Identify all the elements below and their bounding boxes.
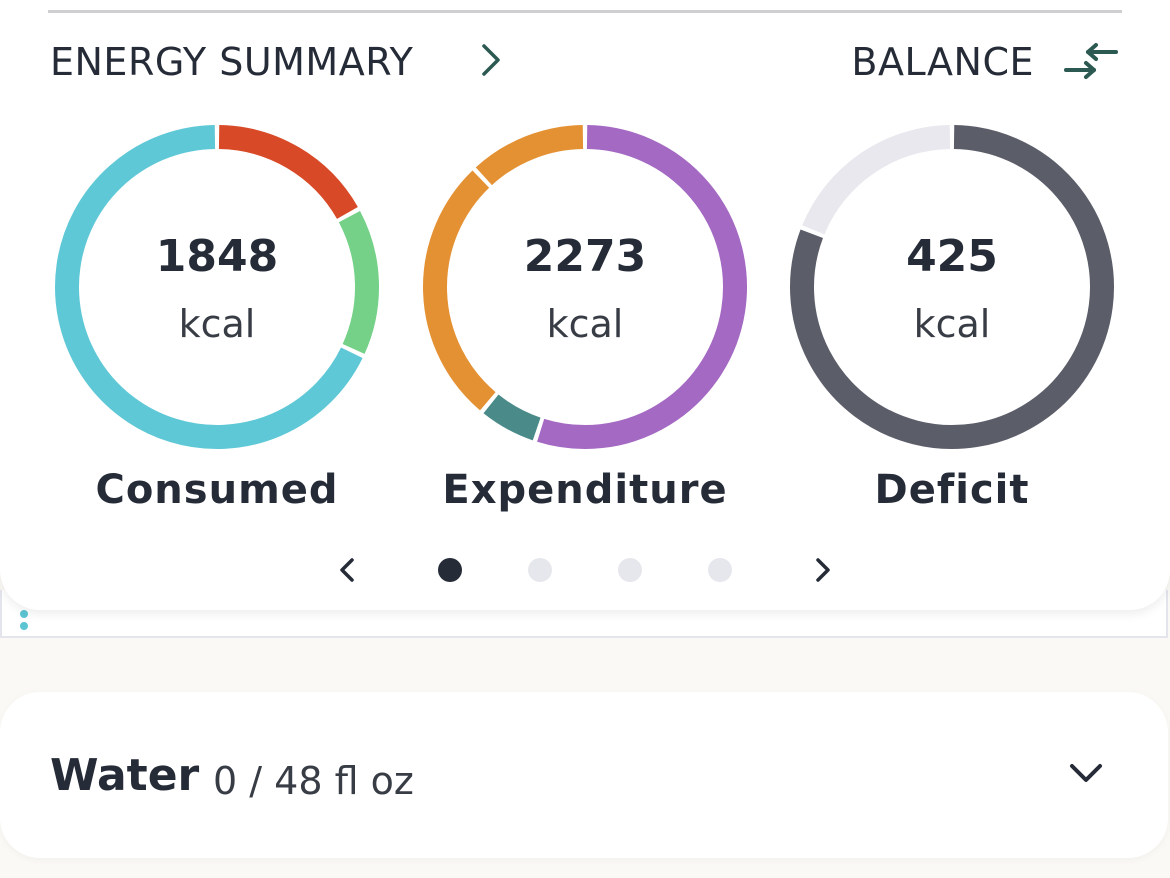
ring-label: Expenditure — [442, 467, 728, 513]
ring-segment-1 — [537, 125, 747, 449]
energy-summary-card: ENERGY SUMMARY BALANCE 1848 kcal Consume… — [48, 10, 1122, 590]
ring-label: Deficit — [874, 467, 1030, 513]
ring-segment-2 — [338, 210, 379, 354]
ring-consumed[interactable]: 1848 kcal Consumed — [52, 122, 382, 522]
ring-segment-3 — [423, 170, 496, 411]
water-title: Water — [50, 750, 200, 801]
ring-segment-2 — [802, 125, 951, 235]
ring-segment-1 — [790, 125, 1114, 449]
consumed-ring-chart — [55, 125, 379, 449]
ring-value: 2273 — [523, 231, 647, 282]
balance-label: BALANCE — [851, 40, 1034, 84]
ring-segment-2 — [483, 394, 541, 441]
chevron-right-icon[interactable] — [806, 550, 840, 590]
chevron-right-icon[interactable] — [478, 40, 504, 84]
divider — [48, 10, 1122, 13]
ring-value: 1848 — [155, 231, 279, 282]
page-dot-1[interactable] — [438, 558, 462, 582]
ring-segment-1 — [218, 125, 358, 220]
page-indicator — [330, 550, 840, 590]
ring-value: 425 — [906, 231, 998, 282]
ring-unit: kcal — [913, 302, 991, 346]
water-amount: 0 / 48 fl oz — [213, 759, 414, 803]
energy-summary-title[interactable]: ENERGY SUMMARY — [50, 40, 414, 84]
page-dot-4[interactable] — [708, 558, 732, 582]
deficit-ring-chart — [790, 125, 1114, 449]
page-dot-3[interactable] — [618, 558, 642, 582]
balance-toggle[interactable]: BALANCE — [851, 40, 1120, 84]
page-dot-2[interactable] — [528, 558, 552, 582]
ring-deficit[interactable]: 425 kcal Deficit — [787, 122, 1117, 522]
ring-expenditure[interactable]: 2273 kcal Expenditure — [420, 122, 750, 522]
ring-unit: kcal — [178, 302, 256, 346]
water-card[interactable]: Water 0 / 48 fl oz — [0, 692, 1168, 858]
ring-segment-3 — [55, 125, 363, 449]
ring-unit: kcal — [546, 302, 624, 346]
ring-segment-4 — [475, 125, 584, 186]
chevron-down-icon[interactable] — [1066, 758, 1106, 788]
swap-arrows-icon — [1064, 43, 1118, 79]
ring-label: Consumed — [95, 467, 339, 513]
expenditure-ring-chart — [423, 125, 747, 449]
energy-summary-header: ENERGY SUMMARY BALANCE — [50, 40, 1120, 90]
chevron-left-icon[interactable] — [330, 550, 364, 590]
